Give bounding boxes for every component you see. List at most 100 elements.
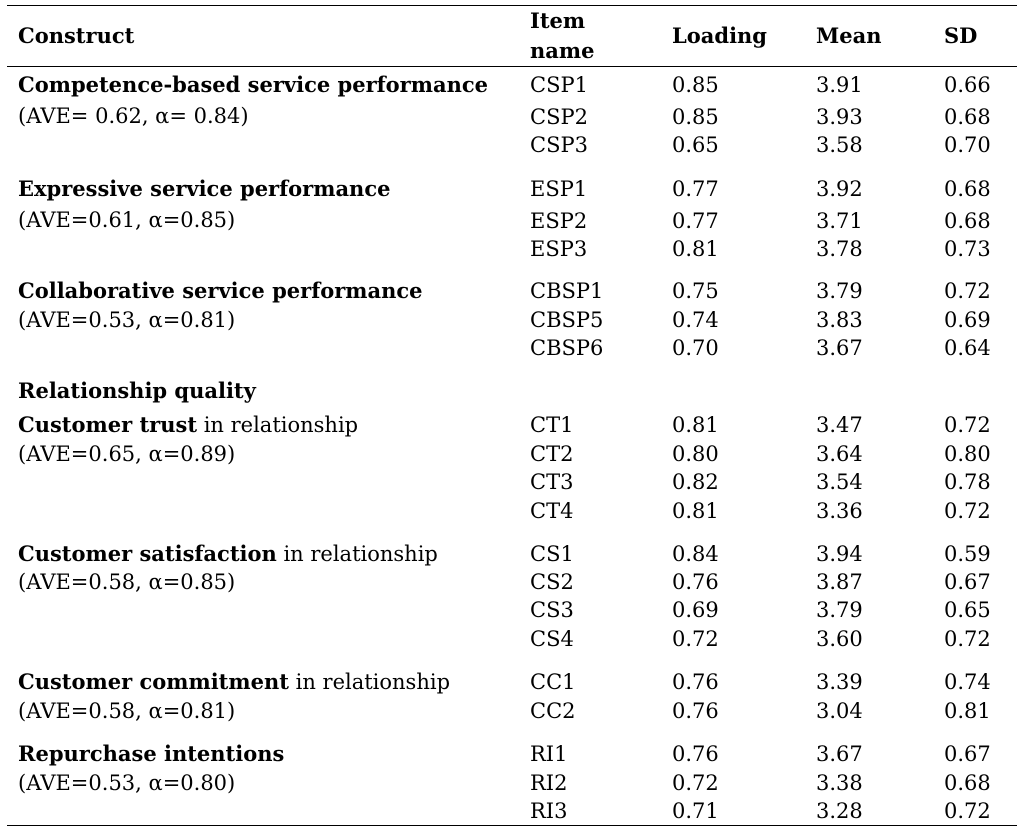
bottom-rule — [7, 825, 1017, 826]
loading-value: 0.77 — [672, 177, 719, 201]
construct-label: Expressive service performance — [18, 177, 390, 201]
mean-value: 3.94 — [816, 542, 863, 566]
sd-value: 0.68 — [944, 105, 991, 129]
item-name: CBSP1 — [530, 279, 604, 303]
mean-value: 3.67 — [816, 742, 863, 766]
mean-value: 3.39 — [816, 670, 863, 694]
construct-stats: (AVE=0.58, α=0.85) — [18, 570, 236, 594]
header-item-name-1: Item — [530, 8, 586, 33]
loading-value: 0.75 — [672, 279, 719, 303]
mean-value: 3.79 — [816, 279, 863, 303]
construct-stats: (AVE=0.61, α=0.85) — [18, 208, 236, 232]
sd-value: 0.72 — [944, 799, 991, 823]
mean-value: 3.67 — [816, 336, 863, 360]
sd-value: 0.70 — [944, 133, 991, 157]
construct-name: Competence-based service performance — [18, 72, 488, 97]
construct-stats: (AVE=0.58, α=0.81) — [18, 699, 236, 723]
loading-value: 0.81 — [672, 499, 719, 523]
construct-stats: (AVE= 0.62, α= 0.84) — [18, 104, 249, 128]
mean-value: 3.93 — [816, 105, 863, 129]
sd-value: 0.68 — [944, 209, 991, 233]
construct-name: Collaborative service performance — [18, 278, 423, 303]
item-name: CC2 — [530, 699, 576, 723]
construct-name: Customer satisfaction — [18, 541, 277, 566]
mean-value: 3.92 — [816, 177, 863, 201]
item-name: CSP1 — [530, 73, 588, 97]
loading-value: 0.72 — [672, 771, 719, 795]
sd-value: 0.67 — [944, 742, 991, 766]
construct-label: Customer trust in relationship — [18, 412, 358, 438]
item-name: ESP1 — [530, 177, 588, 201]
item-name: CT4 — [530, 499, 574, 523]
sd-value: 0.59 — [944, 542, 991, 566]
sd-value: 0.64 — [944, 336, 991, 360]
sd-value: 0.74 — [944, 670, 991, 694]
construct-stats: (AVE=0.53, α=0.81) — [18, 308, 236, 332]
mean-value: 3.64 — [816, 442, 863, 466]
loading-value: 0.69 — [672, 598, 719, 622]
mean-value: 3.54 — [816, 470, 863, 494]
construct-name: Expressive service performance — [18, 176, 391, 201]
loading-value: 0.70 — [672, 336, 719, 360]
construct-label: Repurchase intentions — [18, 742, 284, 766]
construct-label: Competence-based service performance — [18, 73, 488, 97]
loading-value: 0.85 — [672, 73, 719, 97]
loading-value: 0.81 — [672, 237, 719, 261]
construct-name: Repurchase intentions — [18, 741, 285, 766]
loading-value: 0.77 — [672, 209, 719, 233]
mean-value: 3.38 — [816, 771, 863, 795]
item-name: CSP2 — [530, 105, 588, 129]
sd-value: 0.66 — [944, 73, 991, 97]
item-name: CC1 — [530, 670, 576, 694]
header-item-name-2: name — [530, 38, 595, 63]
mean-value: 3.04 — [816, 699, 863, 723]
construct-name: Customer commitment — [18, 669, 289, 694]
sd-value: 0.67 — [944, 570, 991, 594]
mean-value: 3.79 — [816, 598, 863, 622]
sd-value: 0.68 — [944, 771, 991, 795]
item-name: ESP3 — [530, 237, 588, 261]
mean-value: 3.83 — [816, 308, 863, 332]
loading-value: 0.65 — [672, 133, 719, 157]
sd-value: 0.69 — [944, 308, 991, 332]
construct-label: Customer satisfaction in relationship — [18, 541, 438, 567]
item-name: CT3 — [530, 470, 574, 494]
header-loading: Loading — [672, 23, 767, 48]
item-name: CS3 — [530, 598, 574, 622]
mean-value: 3.28 — [816, 799, 863, 823]
item-name: CS1 — [530, 542, 574, 566]
top-rule — [7, 5, 1017, 6]
loading-value: 0.84 — [672, 542, 719, 566]
item-name: CBSP6 — [530, 336, 604, 360]
item-name: ESP2 — [530, 209, 588, 233]
sd-value: 0.65 — [944, 598, 991, 622]
item-name: CT1 — [530, 413, 574, 437]
mean-value: 3.78 — [816, 237, 863, 261]
construct-label: Collaborative service performance — [18, 279, 423, 303]
loading-value: 0.74 — [672, 308, 719, 332]
sd-value: 0.80 — [944, 442, 991, 466]
item-name: CSP3 — [530, 133, 588, 157]
construct-name: Customer trust — [18, 412, 198, 437]
section-heading: Relationship quality — [18, 378, 256, 403]
sd-value: 0.72 — [944, 279, 991, 303]
construct-qualifier: in relationship — [276, 542, 438, 566]
sd-value: 0.78 — [944, 470, 991, 494]
header-sd: SD — [944, 23, 978, 48]
loading-value: 0.85 — [672, 105, 719, 129]
mean-value: 3.91 — [816, 73, 863, 97]
mean-value: 3.71 — [816, 209, 863, 233]
mean-value: 3.87 — [816, 570, 863, 594]
item-name: RI2 — [530, 771, 568, 795]
item-name: CBSP5 — [530, 308, 604, 332]
mean-value: 3.60 — [816, 627, 863, 651]
header-mean: Mean — [816, 23, 882, 48]
loading-value: 0.82 — [672, 470, 719, 494]
item-name: CS2 — [530, 570, 574, 594]
loading-value: 0.71 — [672, 799, 719, 823]
sd-value: 0.72 — [944, 499, 991, 523]
sd-value: 0.72 — [944, 627, 991, 651]
item-name: RI3 — [530, 799, 568, 823]
construct-stats: (AVE=0.65, α=0.89) — [18, 442, 236, 466]
header-construct: Construct — [18, 23, 135, 48]
